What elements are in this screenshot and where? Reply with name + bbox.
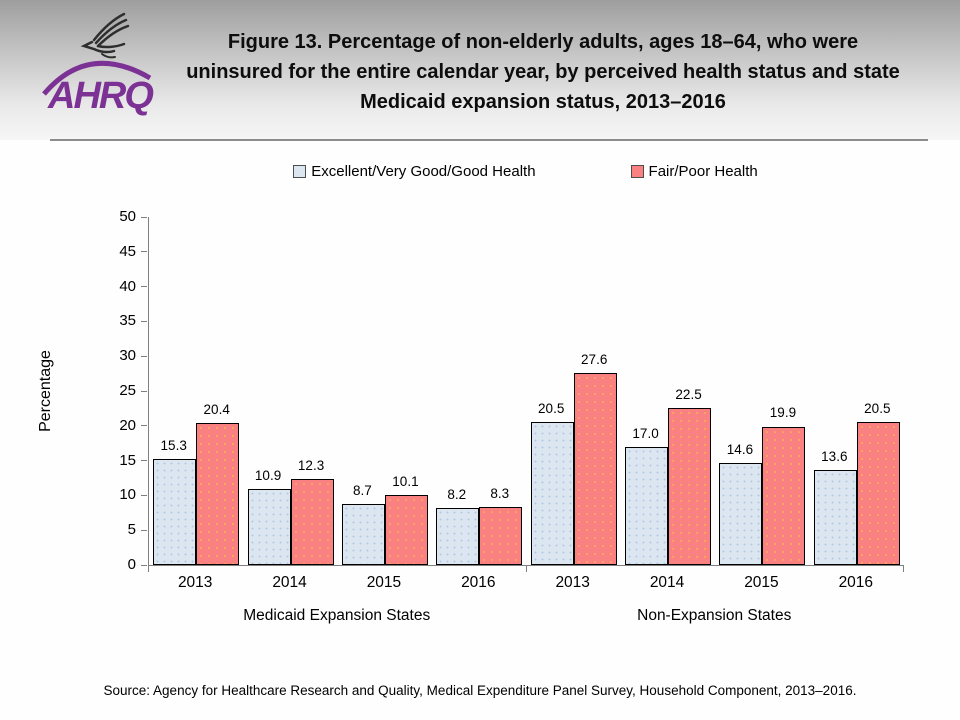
bar-value-label: 17.0 — [632, 425, 659, 441]
bar-value-label: 13.6 — [821, 449, 848, 465]
bar-value-label: 8.7 — [353, 483, 372, 499]
bar-excellent-very-good-good-health — [530, 422, 574, 565]
ahrq-logo: AHRQ — [36, 6, 158, 118]
bar-value-label: 22.5 — [675, 387, 702, 403]
x-axis-section-label: Medicaid Expansion States — [243, 607, 431, 624]
y-tick-mark — [141, 564, 147, 566]
bar-excellent-very-good-good-health — [247, 489, 291, 565]
bar-value-label: 20.5 — [864, 401, 891, 417]
header-banner: AHRQ Figure 13. Percentage of non-elderl… — [0, 0, 960, 140]
x-axis-year-label: 2015 — [366, 574, 402, 591]
bar-fair-poor-health — [668, 408, 712, 565]
x-axis-section-label: Non-Expansion States — [637, 607, 792, 624]
legend-item-good-health: Excellent/Very Good/Good Health — [293, 163, 536, 180]
legend-item-fair-poor-health: Fair/Poor Health — [630, 163, 758, 180]
y-tick-mark — [141, 529, 147, 531]
y-tick-label: 0 — [127, 556, 136, 573]
y-tick-mark — [141, 286, 147, 288]
legend-label-fair-poor-health: Fair/Poor Health — [648, 163, 758, 180]
bar-fair-poor-health — [856, 422, 900, 565]
x-tick-mark — [903, 566, 904, 572]
legend-label-good-health: Excellent/Very Good/Good Health — [311, 163, 536, 180]
y-tick-mark — [141, 251, 147, 253]
bar-excellent-very-good-good-health — [153, 458, 197, 565]
y-tick-mark — [141, 216, 147, 218]
y-tick-mark — [141, 320, 147, 322]
header-divider — [50, 139, 928, 141]
bar-excellent-very-good-good-health — [719, 463, 763, 565]
y-tick-label: 25 — [119, 382, 136, 399]
bar-fair-poor-health — [290, 479, 334, 565]
source-note: Source: Agency for Healthcare Research a… — [103, 683, 857, 698]
x-tick-mark — [525, 566, 527, 572]
bar-excellent-very-good-good-health — [813, 470, 857, 565]
bar-value-label: 8.3 — [490, 486, 510, 502]
y-tick-mark — [141, 494, 147, 496]
bar-value-label: 12.3 — [297, 458, 325, 474]
legend: Excellent/Very Good/Good Health Fair/Poo… — [148, 163, 903, 180]
y-tick-label: 15 — [119, 451, 136, 469]
bar-value-label: 15.3 — [160, 437, 187, 453]
x-axis-year-label: 2016 — [461, 574, 496, 591]
y-axis-title: Percentage — [37, 350, 54, 432]
bar-excellent-very-good-good-health — [625, 446, 669, 565]
y-tick-label: 30 — [119, 347, 136, 365]
y-tick-mark — [141, 390, 147, 392]
legend-swatch-fair-poor-health-icon — [630, 165, 644, 178]
y-tick-mark — [141, 355, 147, 357]
bar-excellent-very-good-good-health — [436, 507, 480, 565]
bar-value-label: 10.9 — [254, 468, 282, 484]
bar-value-label: 8.2 — [447, 486, 467, 502]
y-tick-mark — [141, 425, 147, 427]
bar-fair-poor-health — [479, 507, 523, 565]
x-axis-year-label: 2013 — [177, 574, 213, 591]
hhs-eagle-icon — [80, 12, 130, 59]
bar-fair-poor-health — [196, 423, 240, 565]
y-tick-label: 45 — [119, 242, 136, 260]
x-axis-year-label: 2014 — [649, 574, 685, 591]
bar-value-label: 20.4 — [203, 402, 230, 418]
x-axis-year-label: 2013 — [555, 574, 590, 591]
figure-title: Figure 13. Percentage of non-elderly adu… — [186, 31, 900, 113]
y-tick-label: 5 — [127, 521, 136, 539]
plot-area — [148, 217, 904, 566]
svg-text:AHRQ: AHRQ — [47, 75, 153, 117]
bar-value-label: 10.1 — [392, 473, 419, 489]
y-tick-label: 10 — [119, 486, 136, 504]
y-tick-label: 35 — [119, 312, 136, 330]
bar-value-label: 19.9 — [769, 405, 797, 421]
bar-fair-poor-health — [762, 426, 806, 565]
bar-fair-poor-health — [384, 494, 428, 565]
x-axis-year-label: 2014 — [272, 574, 307, 591]
y-tick-label: 50 — [119, 208, 136, 225]
bar-excellent-very-good-good-health — [341, 504, 385, 565]
y-tick-mark — [141, 460, 147, 462]
x-tick-mark — [148, 566, 149, 572]
y-tick-label: 40 — [119, 277, 136, 295]
bar-value-label: 14.6 — [726, 442, 754, 458]
x-axis-year-label: 2016 — [838, 574, 874, 591]
legend-swatch-good-health-icon — [293, 165, 307, 178]
x-axis-year-label: 2015 — [744, 574, 779, 591]
bar-fair-poor-health — [573, 372, 617, 565]
bar-value-label: 20.5 — [538, 401, 565, 417]
ahrq-wordmark: AHRQ — [42, 60, 155, 117]
bar-value-label: 27.6 — [581, 351, 608, 367]
y-tick-label: 20 — [119, 416, 136, 434]
